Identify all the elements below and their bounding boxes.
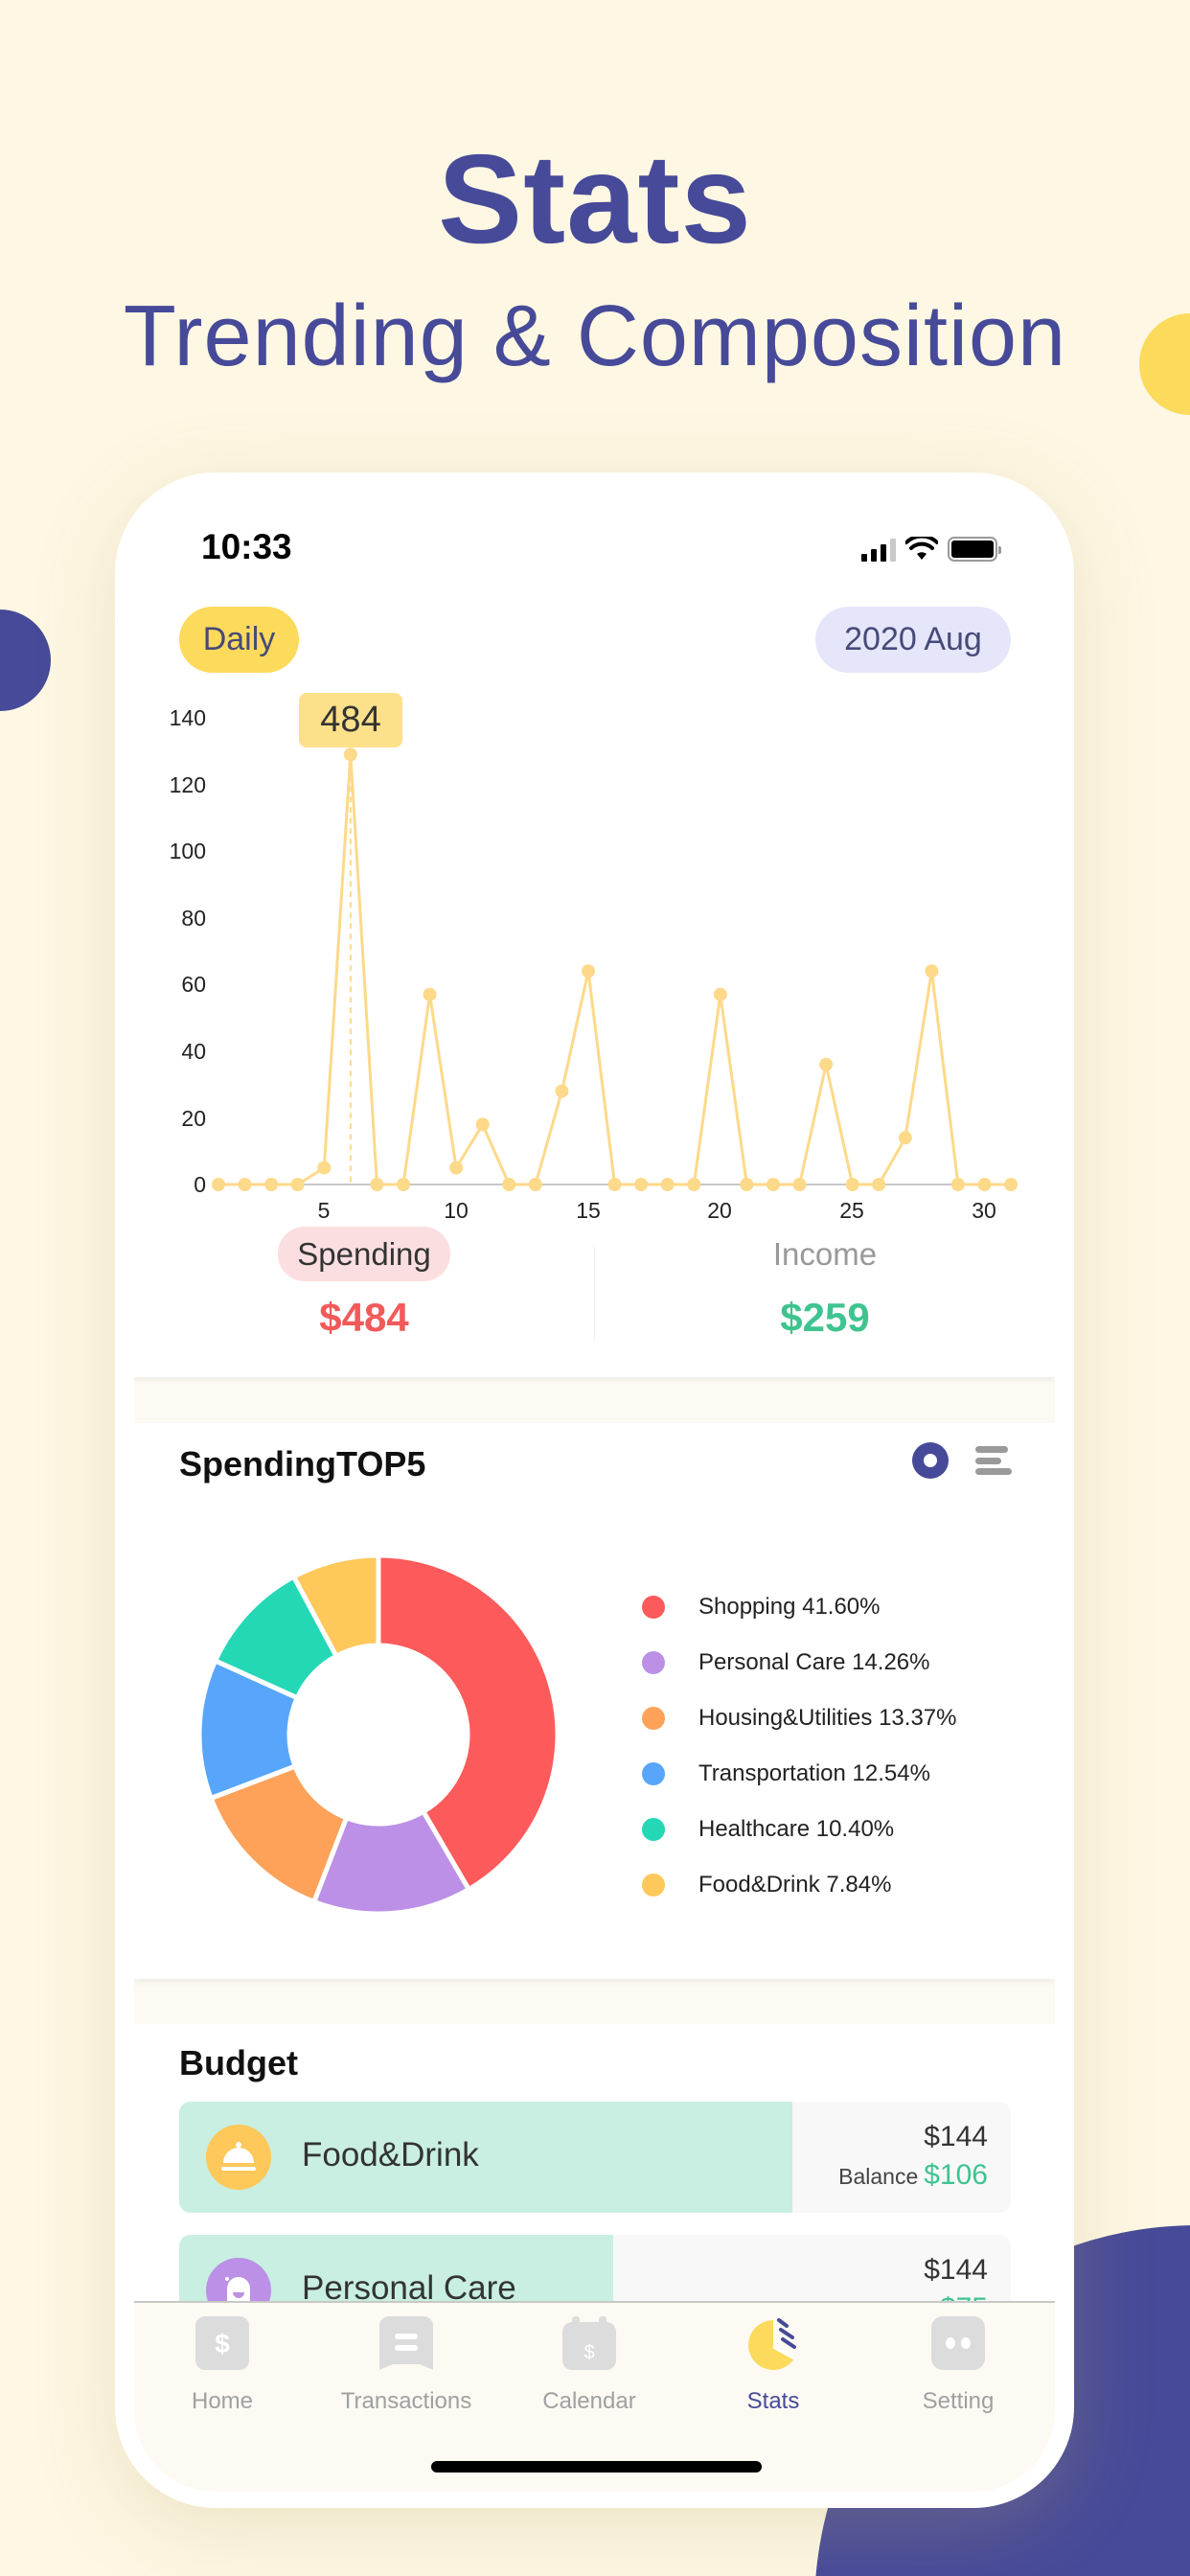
status-icons bbox=[861, 533, 1001, 562]
tab-bar: $ Home Transactions $ Calendar bbox=[134, 2301, 1055, 2492]
decorative-blue-circle-left bbox=[0, 610, 51, 711]
legend-item: Healthcare 10.40% bbox=[642, 1802, 956, 1857]
budget-amount: $144 bbox=[924, 2121, 988, 2152]
section-title: SpendingTOP5 bbox=[179, 1444, 426, 1484]
legend-item: Food&Drink 7.84% bbox=[642, 1857, 956, 1913]
budget-amount: $144 bbox=[924, 2254, 988, 2286]
tab-label: Calendar bbox=[542, 2388, 636, 2414]
hero-title: Stats bbox=[438, 128, 752, 269]
income-value: $259 bbox=[780, 1295, 870, 1340]
x-tick: 25 bbox=[839, 1198, 864, 1223]
x-tick: 15 bbox=[576, 1198, 601, 1223]
y-tick: 140 bbox=[169, 705, 206, 730]
balance-label: Balance bbox=[838, 2164, 919, 2189]
donut-slice[interactable] bbox=[290, 1552, 381, 1660]
period-selector-button[interactable]: Daily bbox=[179, 607, 299, 673]
daily-line-chart[interactable]: 140 120 100 80 60 40 20 0 5 10 15 20 25 … bbox=[134, 680, 1055, 1223]
x-tick: 20 bbox=[707, 1198, 732, 1223]
budget-balance: Balance $106 bbox=[838, 2159, 988, 2192]
legend: Shopping 41.60% Personal Care 14.26% Hou… bbox=[642, 1579, 956, 1913]
spending-top5-panel: SpendingTOP5 Shopping 41.60% Personal Ca… bbox=[134, 1423, 1055, 1979]
y-tick: 20 bbox=[181, 1106, 206, 1131]
legend-dot-icon bbox=[642, 1818, 665, 1841]
home-dollar-icon: $ bbox=[195, 2316, 249, 2370]
line-plot bbox=[212, 748, 1018, 1191]
spending-value: $484 bbox=[319, 1295, 409, 1340]
tab-calendar[interactable]: $ Calendar bbox=[503, 2316, 675, 2415]
x-tick: 30 bbox=[972, 1198, 996, 1223]
tab-label: Transactions bbox=[340, 2388, 472, 2414]
legend-label: Housing&Utilities 13.37% bbox=[698, 1705, 957, 1731]
legend-item: Housing&Utilities 13.37% bbox=[642, 1690, 956, 1746]
battery-icon bbox=[948, 537, 1001, 562]
calendar-icon: $ bbox=[562, 2316, 616, 2370]
legend-label: Shopping 41.60% bbox=[698, 1594, 881, 1620]
balance-value: $106 bbox=[924, 2159, 988, 2191]
tab-label: Home bbox=[191, 2388, 254, 2414]
legend-label: Healthcare 10.40% bbox=[698, 1816, 895, 1842]
spending-label: Spending bbox=[278, 1227, 450, 1281]
month-selector-button[interactable]: 2020 Aug bbox=[815, 607, 1011, 673]
tab-label: Setting bbox=[922, 2388, 995, 2414]
y-tick: 60 bbox=[181, 972, 206, 997]
income-label: Income bbox=[772, 1236, 878, 1272]
legend-label: Transportation 12.54% bbox=[698, 1760, 930, 1786]
y-tick: 80 bbox=[181, 906, 206, 931]
wifi-icon bbox=[905, 537, 938, 560]
legend-dot-icon bbox=[642, 1874, 665, 1897]
y-tick: 120 bbox=[169, 772, 206, 797]
legend-item: Shopping 41.60% bbox=[642, 1579, 956, 1635]
app-screen: 10:33 Daily 2020 Aug 140 120 100 80 60 4… bbox=[134, 489, 1055, 2492]
svg-text:$: $ bbox=[584, 2342, 594, 2363]
tab-stats[interactable]: Stats bbox=[687, 2316, 859, 2415]
legend-dot-icon bbox=[642, 1762, 665, 1785]
x-tick: 10 bbox=[444, 1198, 469, 1223]
hero-subtitle: Trending & Composition bbox=[123, 288, 1067, 384]
donut-chart[interactable] bbox=[196, 1552, 561, 1917]
tab-setting[interactable]: Setting bbox=[872, 2316, 1044, 2415]
section-title: Budget bbox=[179, 2043, 298, 2082]
food-cloche-icon bbox=[206, 2125, 271, 2190]
y-tick: 0 bbox=[194, 1172, 206, 1197]
stats-pie-icon bbox=[748, 2318, 796, 2370]
transactions-icon bbox=[379, 2316, 433, 2370]
trend-panel: 10:33 Daily 2020 Aug 140 120 100 80 60 4… bbox=[134, 489, 1055, 1377]
legend-dot-icon bbox=[642, 1651, 665, 1674]
tab-home[interactable]: $ Home bbox=[136, 2316, 309, 2415]
tab-label: Stats bbox=[746, 2388, 800, 2414]
signal-icon bbox=[861, 539, 896, 562]
legend-label: Personal Care 14.26% bbox=[698, 1649, 930, 1675]
legend-dot-icon bbox=[642, 1707, 665, 1730]
svg-text:$: $ bbox=[215, 2329, 230, 2358]
budget-row[interactable]: Food&Drink $144 Balance $106 bbox=[179, 2102, 1011, 2213]
home-indicator[interactable] bbox=[431, 2461, 762, 2472]
divider bbox=[594, 1246, 595, 1342]
spending-income-summary: Spending $484 Income $259 bbox=[134, 1227, 1055, 1370]
spending-toggle[interactable]: Spending $484 bbox=[134, 1227, 594, 1341]
list-view-icon[interactable] bbox=[975, 1446, 1012, 1475]
budget-panel: Budget Food&Drink $144 Balance $106 bbox=[134, 2024, 1055, 2346]
donut-chart-icon[interactable] bbox=[912, 1442, 949, 1479]
legend-item: Personal Care 14.26% bbox=[642, 1635, 956, 1690]
legend-item: Transportation 12.54% bbox=[642, 1746, 956, 1802]
tab-transactions[interactable]: Transactions bbox=[320, 2316, 492, 2415]
setting-icon bbox=[931, 2316, 985, 2370]
chart-tooltip: 484 bbox=[299, 693, 402, 748]
income-toggle[interactable]: Income $259 bbox=[595, 1227, 1055, 1341]
view-toggle bbox=[912, 1442, 1012, 1479]
donut-slice[interactable] bbox=[376, 1552, 561, 1893]
y-tick: 100 bbox=[169, 839, 206, 863]
legend-label: Food&Drink 7.84% bbox=[698, 1872, 892, 1898]
y-tick: 40 bbox=[181, 1039, 206, 1064]
budget-category: Personal Care bbox=[302, 2269, 516, 2307]
legend-dot-icon bbox=[642, 1596, 665, 1619]
budget-category: Food&Drink bbox=[302, 2136, 479, 2174]
x-tick: 5 bbox=[317, 1198, 331, 1223]
status-time: 10:33 bbox=[201, 527, 292, 566]
budget-progress-fill bbox=[179, 2102, 792, 2213]
